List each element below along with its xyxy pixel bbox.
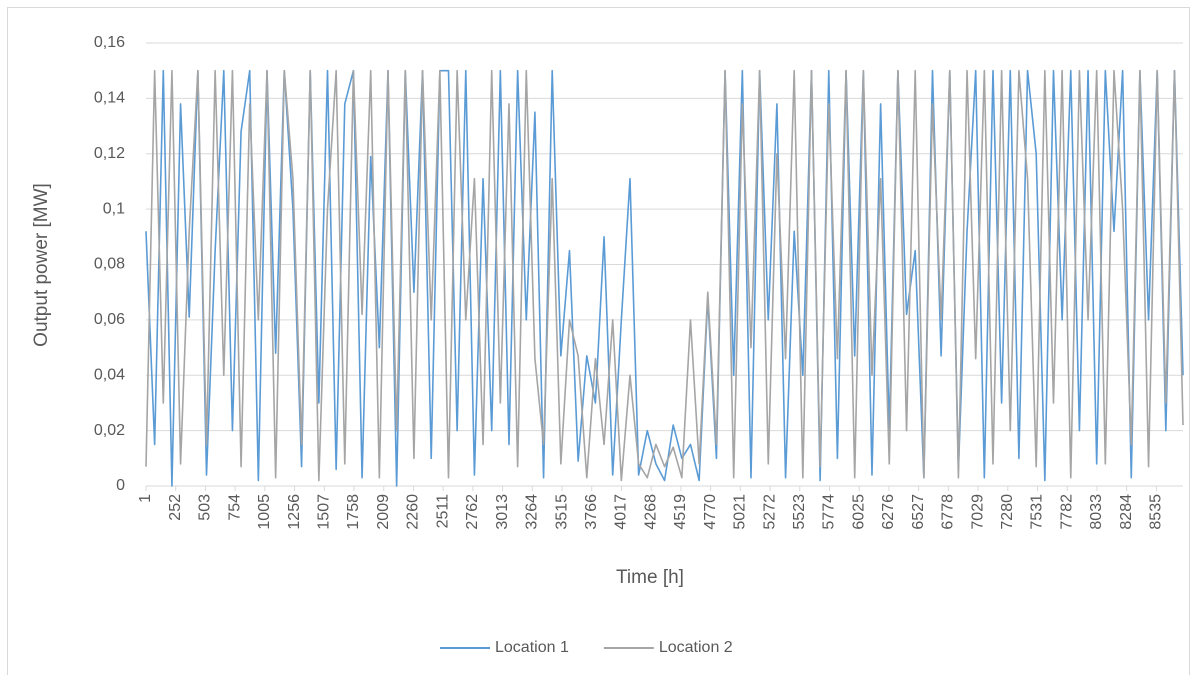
x-tick-label: 503: [197, 494, 214, 521]
x-tick-label: 252: [167, 494, 184, 521]
x-tick-label: 5021: [732, 494, 749, 530]
y-tick-label: 0,08: [94, 256, 125, 273]
y-tick-label: 0,16: [94, 34, 125, 51]
y-tick-label: 0,14: [94, 90, 125, 107]
x-tick-label: 3515: [553, 494, 570, 530]
x-tick-label: 4017: [613, 494, 630, 530]
x-axis-title: Time [h]: [616, 567, 684, 588]
x-tick-label: 3013: [494, 494, 511, 530]
x-tick-label: 7280: [999, 494, 1016, 530]
x-tick-label: 3264: [524, 494, 541, 530]
y-tick-label: 0,12: [94, 145, 125, 162]
x-tick-label: 5523: [791, 494, 808, 530]
x-tick-label: 5774: [821, 494, 838, 530]
x-tick-label: 8284: [1118, 494, 1135, 530]
x-tick-label: 8033: [1088, 494, 1105, 530]
series-line: [145, 69, 1184, 482]
y-tick-label: 0,04: [94, 366, 125, 383]
x-tick-label: 7782: [1058, 494, 1075, 530]
x-tick-label: 6276: [880, 494, 897, 530]
x-tick-label: 754: [226, 494, 243, 521]
series-line: [145, 69, 1184, 487]
x-tick-label: 1758: [345, 494, 362, 530]
y-tick-label: 0,1: [103, 200, 125, 217]
legend-label: Location 2: [659, 639, 733, 656]
x-tick-label: 1005: [256, 494, 273, 530]
x-tick-label: 6778: [940, 494, 957, 530]
x-tick-label: 2009: [375, 494, 392, 530]
legend-label: Location 1: [495, 639, 569, 656]
x-tick-label: 5272: [761, 494, 778, 530]
x-tick-label: 6527: [910, 494, 927, 530]
y-tick-label: 0,02: [94, 422, 125, 439]
x-tick-label: 4770: [702, 494, 719, 530]
y-axis-title: Output power [MW]: [31, 183, 52, 347]
x-tick-label: 2762: [464, 494, 481, 530]
x-tick-label: 8535: [1148, 494, 1165, 530]
x-tick-label: 3766: [583, 494, 600, 530]
y-tick-label: 0: [116, 477, 125, 494]
x-tick-label: 6025: [850, 494, 867, 530]
x-tick-label: 7531: [1029, 494, 1046, 530]
x-tick-label: 2260: [405, 494, 422, 530]
x-tick-label: 1256: [286, 494, 303, 530]
x-tick-label: 1507: [316, 494, 333, 530]
x-tick-label: 7029: [969, 494, 986, 530]
x-tick-label: 2511: [434, 494, 451, 529]
x-tick-label: 1: [137, 494, 154, 503]
x-tick-label: 4519: [672, 494, 689, 530]
y-tick-label: 0,06: [94, 311, 125, 328]
x-tick-label: 4268: [642, 494, 659, 530]
